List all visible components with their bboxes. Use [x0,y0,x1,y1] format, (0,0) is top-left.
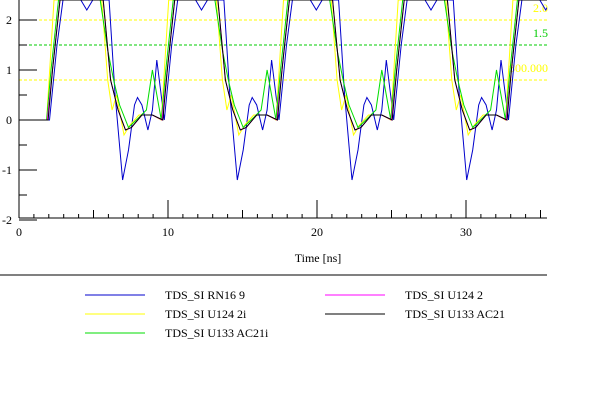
y-tick-label: 1 [6,63,12,77]
legend-label: TDS_SI U124 2 [405,288,483,302]
threshold-label: 800.000 [509,61,548,75]
y-tick-label: -1 [2,163,12,177]
legend: TDS_SI RN16 9 TDS_SI U124 2i TDS_SI U133 A… [85,288,505,340]
series-line [19,0,547,181]
legend-label: TDS_SI U124 2i [165,307,247,321]
x-tick-label: 20 [311,225,323,239]
x-tick-label: 10 [162,225,174,239]
threshold-label: 1.5 [533,26,548,40]
series-line [19,0,547,129]
axes: 0 10 20 30 -2 -1 0 1 2 [2,0,547,239]
series-line [19,0,547,137]
y-tick-label: 2 [6,13,12,27]
series-line [19,0,547,131]
y-tick-label: -2 [2,213,12,227]
x-tick-label: 30 [460,225,472,239]
x-axis-label: Time [ns] [295,251,342,265]
legend-label: TDS_SI RN16 9 [165,288,245,302]
y-tick-label: 0 [6,113,12,127]
x-tick-label: 0 [16,225,22,239]
threshold-label: 2.0 [533,1,548,15]
legend-label: TDS_SI U133 AC21i [165,326,269,340]
legend-label: TDS_SI U133 AC21 [405,307,505,321]
